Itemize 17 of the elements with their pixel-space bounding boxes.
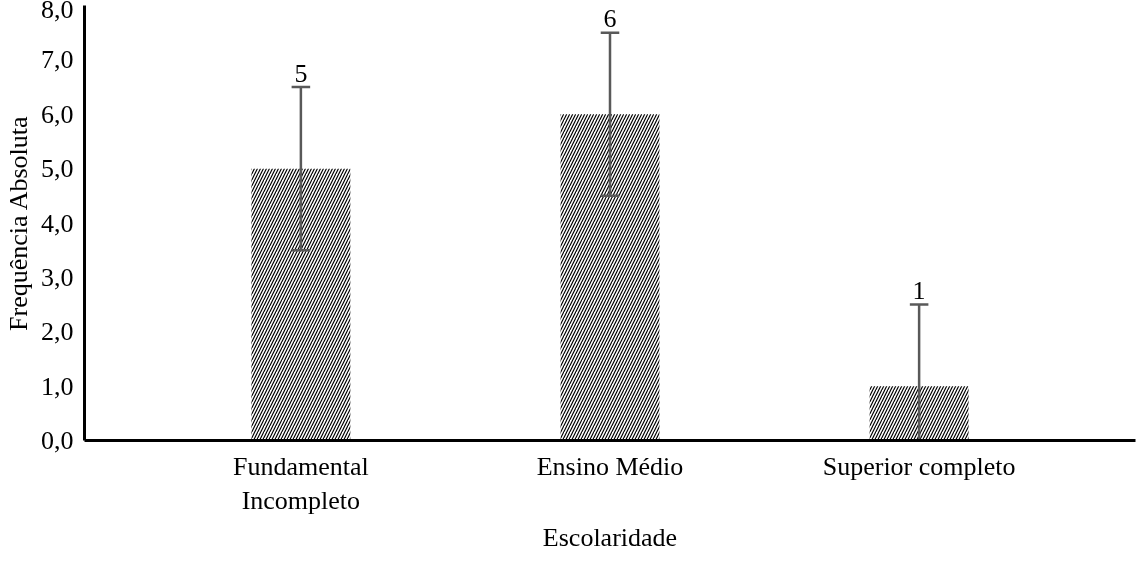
y-tick-label: 0,0 bbox=[41, 426, 74, 455]
y-tick-label: 7,0 bbox=[41, 45, 74, 75]
y-tick-label: 2,0 bbox=[41, 317, 74, 347]
data-label: 6 bbox=[603, 4, 617, 34]
y-tick-label: 1,0 bbox=[41, 371, 74, 401]
data-label: 5 bbox=[294, 58, 308, 88]
y-tick-label: 6,0 bbox=[41, 99, 74, 129]
x-axis-title: Escolaridade bbox=[542, 523, 678, 553]
y-tick-label: 4,0 bbox=[41, 208, 74, 238]
y-tick-label: 5,0 bbox=[41, 154, 74, 184]
x-tick-label: Superior completo bbox=[822, 451, 1016, 481]
x-tick-label: Fundamental Incompleto bbox=[233, 451, 369, 516]
x-tick-label: Ensino Médio bbox=[536, 451, 684, 481]
data-label: 1 bbox=[912, 276, 926, 306]
y-axis-title: Frequência Absoluta bbox=[4, 116, 33, 331]
y-tick-label: 8,0 bbox=[41, 0, 74, 24]
y-tick-label: 3,0 bbox=[41, 262, 74, 292]
